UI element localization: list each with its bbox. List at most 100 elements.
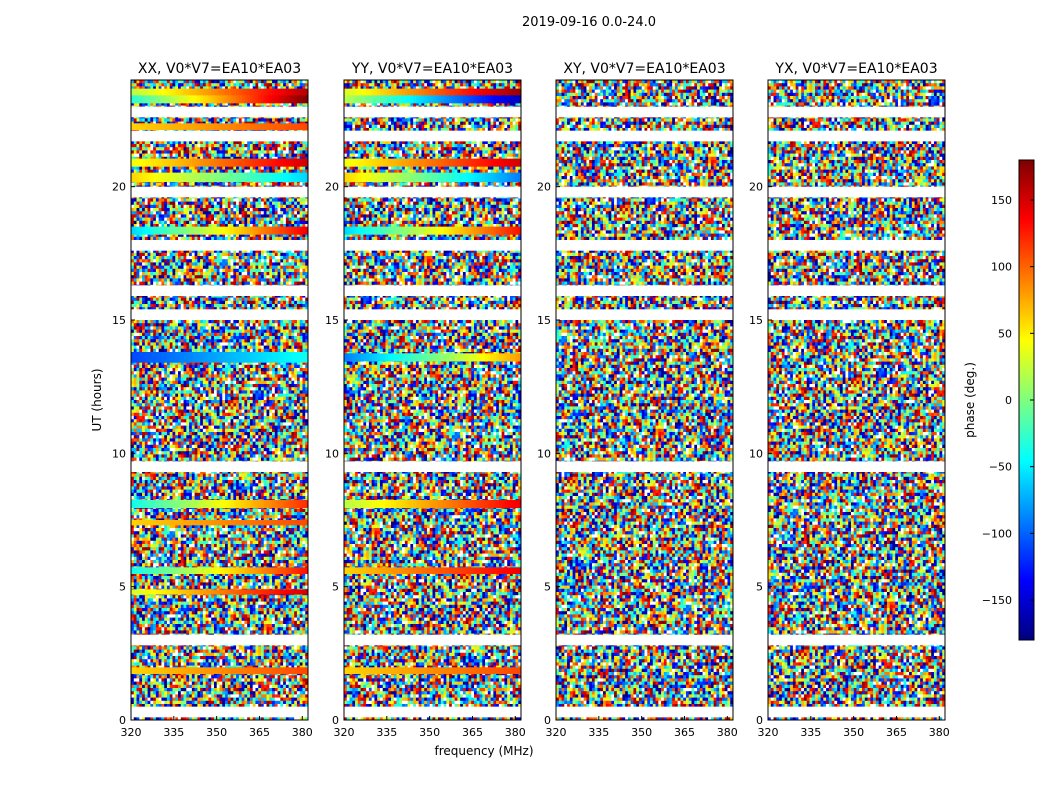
flagged-band (131, 240, 308, 251)
phase-cells (768, 80, 946, 721)
flagged-band (344, 130, 521, 142)
flagged-band (768, 130, 945, 142)
x-tick-label: 380 (929, 726, 950, 739)
y-tick-label: 20 (112, 181, 126, 194)
coherent-phase-row (131, 172, 309, 182)
coherent-phase-row (344, 226, 522, 235)
colorbar-tick-label: 150 (991, 194, 1012, 207)
heatmap-panel-yy: YY, V0*V7=EA10*EA03 320 335 350 365 380 0 5 10 15… (325, 61, 526, 739)
flagged-band (768, 240, 945, 251)
x-tick-label: 335 (163, 726, 184, 739)
flagged-band (556, 186, 733, 198)
x-tick-label: 380 (717, 726, 738, 739)
x-tick-label: 365 (249, 726, 270, 739)
colorbar-tick-label: 100 (991, 261, 1012, 274)
flagged-band (556, 106, 733, 118)
coherent-phase-row (131, 88, 309, 96)
panel-title: YX, V0*V7=EA10*EA03 (774, 61, 937, 77)
heatmap-panel-yx: YX, V0*V7=EA10*EA03 320 335 350 365 380 0 5 10 15… (749, 61, 950, 739)
y-tick-label: 0 (332, 714, 339, 727)
coherent-phase-row (344, 94, 522, 104)
y-tick-label: 10 (749, 447, 763, 460)
y-tick-label: 15 (325, 314, 339, 327)
x-tick-label: 320 (334, 726, 355, 739)
flagged-band (344, 309, 521, 320)
flagged-band (344, 285, 521, 296)
flagged-band (768, 106, 945, 118)
coherent-phase-row (344, 158, 522, 167)
coherent-phase-row (131, 94, 309, 104)
coherent-phase-row (131, 567, 309, 574)
x-tick-label: 320 (121, 726, 142, 739)
flagged-band (768, 186, 945, 198)
flagged-band (344, 461, 521, 472)
colorbar: −150 −100 −50 0 50 100 150 phase (deg.) (963, 159, 1035, 641)
y-tick-label: 5 (544, 581, 551, 594)
coherent-phase-row (344, 500, 522, 508)
y-tick-label: 20 (749, 181, 763, 194)
x-tick-label: 350 (843, 726, 864, 739)
colorbar-tick-label: −50 (989, 461, 1012, 474)
x-tick-label: 320 (546, 726, 567, 739)
flagged-band (344, 634, 521, 646)
coherent-phase-row (344, 667, 522, 674)
colorbar-tick-label: −100 (982, 527, 1012, 540)
y-tick-label: 5 (119, 581, 126, 594)
y-tick-label: 15 (537, 314, 551, 327)
x-tick-label: 350 (206, 726, 227, 739)
flagged-band (131, 706, 308, 718)
colorbar-label: phase (deg.) (963, 362, 977, 438)
x-axis-label: frequency (MHz) (434, 744, 533, 758)
x-tick-label: 335 (376, 726, 397, 739)
flagged-band (768, 285, 945, 296)
panel-frame (767, 79, 946, 721)
coherent-phase-row (131, 226, 309, 235)
coherent-phase-row (344, 567, 522, 574)
panel-title: XY, V0*V7=EA10*EA03 (563, 61, 725, 77)
coherent-phase-row (131, 589, 309, 595)
y-tick-label: 15 (749, 314, 763, 327)
coherent-phase-row (344, 353, 522, 362)
flagged-band (768, 706, 945, 718)
panel-frame (555, 79, 734, 721)
flagged-band (131, 106, 308, 118)
flagged-band (131, 461, 308, 472)
y-tick-label: 5 (332, 581, 339, 594)
phase-cells (344, 80, 522, 721)
flagged-band (556, 706, 733, 718)
coherent-phase-row (131, 667, 309, 674)
y-tick-label: 10 (325, 447, 339, 460)
y-tick-label: 10 (537, 447, 551, 460)
coherent-phase-row (344, 172, 522, 182)
y-tick-label: 10 (112, 447, 126, 460)
flagged-band (131, 130, 308, 142)
x-tick-label: 320 (758, 726, 779, 739)
flagged-band (344, 240, 521, 251)
x-tick-label: 365 (462, 726, 483, 739)
y-tick-label: 20 (325, 181, 339, 194)
colorbar-tick-label: 50 (998, 327, 1012, 340)
x-tick-label: 365 (886, 726, 907, 739)
panel-title: XX, V0*V7=EA10*EA03 (138, 61, 301, 77)
flagged-band (556, 240, 733, 251)
flagged-band (131, 309, 308, 320)
coherent-phase-row (131, 500, 309, 508)
coherent-phase-row (131, 520, 309, 526)
x-tick-label: 350 (419, 726, 440, 739)
x-tick-label: 335 (800, 726, 821, 739)
coherent-phase-row (131, 123, 309, 130)
panel-title: YY, V0*V7=EA10*EA03 (351, 61, 513, 77)
flagged-band (556, 309, 733, 320)
x-tick-label: 350 (631, 726, 652, 739)
flagged-band (768, 309, 945, 320)
flagged-band (131, 285, 308, 296)
flagged-band (131, 186, 308, 198)
x-tick-label: 365 (674, 726, 695, 739)
y-tick-label: 15 (112, 314, 126, 327)
flagged-band (556, 461, 733, 472)
flagged-band (556, 130, 733, 142)
x-tick-label: 335 (588, 726, 609, 739)
flagged-band (344, 706, 521, 718)
figure-title: 2019-09-16 0.0-24.0 (522, 15, 656, 30)
